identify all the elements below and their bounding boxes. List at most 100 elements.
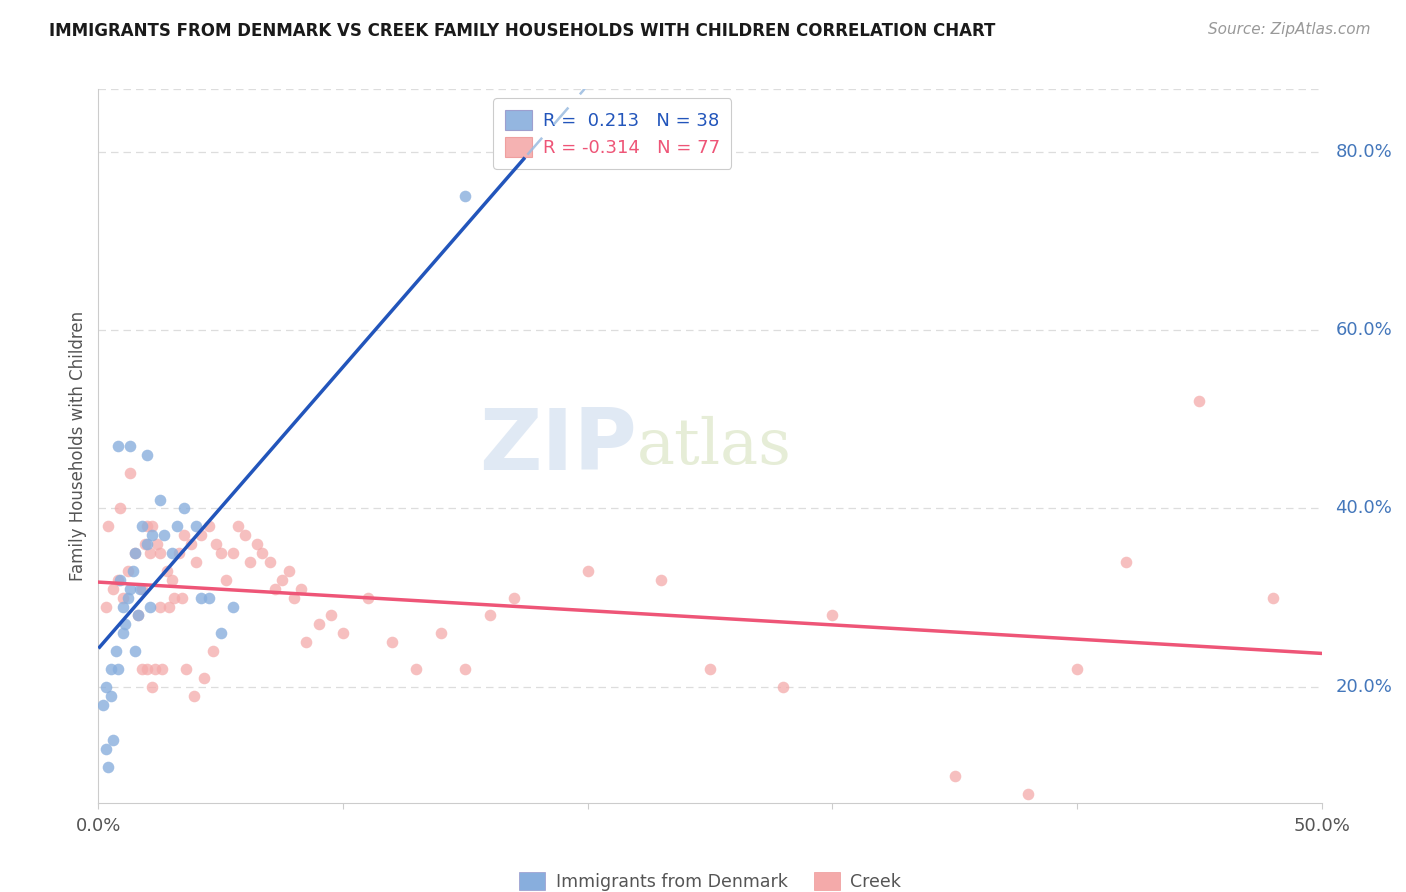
Point	[150, 662, 173, 676]
Point	[149, 492, 172, 507]
Point	[107, 573, 129, 587]
Point	[101, 582, 124, 596]
Point	[139, 546, 162, 560]
Point	[141, 680, 163, 694]
Point	[183, 689, 205, 703]
Point	[283, 591, 305, 605]
Point	[136, 448, 159, 462]
Point	[259, 555, 281, 569]
Point	[209, 546, 232, 560]
Point	[239, 555, 262, 569]
Point	[197, 591, 219, 605]
Point	[478, 608, 501, 623]
Point	[110, 501, 132, 516]
Point	[121, 564, 143, 578]
Text: 20.0%: 20.0%	[1336, 678, 1392, 696]
Point	[100, 662, 122, 676]
Point	[180, 537, 202, 551]
Point	[405, 662, 427, 676]
Point	[295, 635, 318, 649]
Point	[100, 689, 122, 703]
Point	[97, 760, 120, 774]
Point	[821, 608, 844, 623]
Point	[190, 591, 212, 605]
Point	[356, 591, 378, 605]
Point	[252, 546, 274, 560]
Point	[430, 626, 453, 640]
Point	[454, 189, 477, 203]
Point	[205, 537, 228, 551]
Point	[94, 742, 117, 756]
Text: ZIP: ZIP	[479, 404, 637, 488]
Point	[149, 546, 172, 560]
Point	[163, 591, 186, 605]
Point	[1360, 698, 1382, 712]
Point	[173, 528, 195, 542]
Point	[381, 635, 404, 649]
Point	[197, 519, 219, 533]
Point	[503, 591, 526, 605]
Legend: Immigrants from Denmark, Creek: Immigrants from Denmark, Creek	[512, 865, 908, 892]
Point	[222, 599, 245, 614]
Point	[176, 662, 198, 676]
Point	[943, 769, 966, 783]
Point	[131, 519, 153, 533]
Point	[94, 599, 117, 614]
Point	[127, 608, 149, 623]
Point	[290, 582, 312, 596]
Point	[136, 537, 159, 551]
Point	[114, 617, 136, 632]
Point	[186, 519, 208, 533]
Point	[214, 573, 236, 587]
Point	[190, 528, 212, 542]
Point	[202, 644, 225, 658]
Point	[91, 698, 114, 712]
Point	[1017, 787, 1039, 801]
Point	[193, 671, 215, 685]
Point	[650, 573, 672, 587]
Point	[1066, 662, 1088, 676]
Point	[120, 466, 142, 480]
Point	[246, 537, 269, 551]
Point	[141, 528, 163, 542]
Text: Source: ZipAtlas.com: Source: ZipAtlas.com	[1208, 22, 1371, 37]
Point	[117, 564, 139, 578]
Y-axis label: Family Households with Children: Family Households with Children	[69, 311, 87, 581]
Point	[94, 680, 117, 694]
Point	[134, 537, 156, 551]
Point	[156, 564, 179, 578]
Point	[127, 608, 149, 623]
Point	[157, 599, 180, 614]
Point	[131, 662, 153, 676]
Point	[136, 662, 159, 676]
Point	[143, 662, 166, 676]
Text: 80.0%: 80.0%	[1336, 143, 1392, 161]
Point	[270, 573, 294, 587]
Point	[233, 528, 256, 542]
Point	[129, 582, 152, 596]
Point	[160, 546, 183, 560]
Point	[97, 519, 120, 533]
Point	[111, 591, 134, 605]
Point	[167, 546, 190, 560]
Point	[160, 573, 183, 587]
Text: 60.0%: 60.0%	[1336, 321, 1392, 339]
Point	[170, 591, 193, 605]
Point	[699, 662, 721, 676]
Point	[772, 680, 794, 694]
Point	[146, 537, 169, 551]
Point	[101, 733, 124, 747]
Point	[107, 662, 129, 676]
Point	[120, 439, 142, 453]
Point	[153, 528, 176, 542]
Point	[166, 519, 188, 533]
Point	[454, 662, 477, 676]
Point	[124, 546, 146, 560]
Point	[139, 599, 162, 614]
Point	[319, 608, 342, 623]
Point	[111, 626, 134, 640]
Point	[263, 582, 285, 596]
Point	[120, 582, 142, 596]
Point	[136, 519, 159, 533]
Point	[222, 546, 245, 560]
